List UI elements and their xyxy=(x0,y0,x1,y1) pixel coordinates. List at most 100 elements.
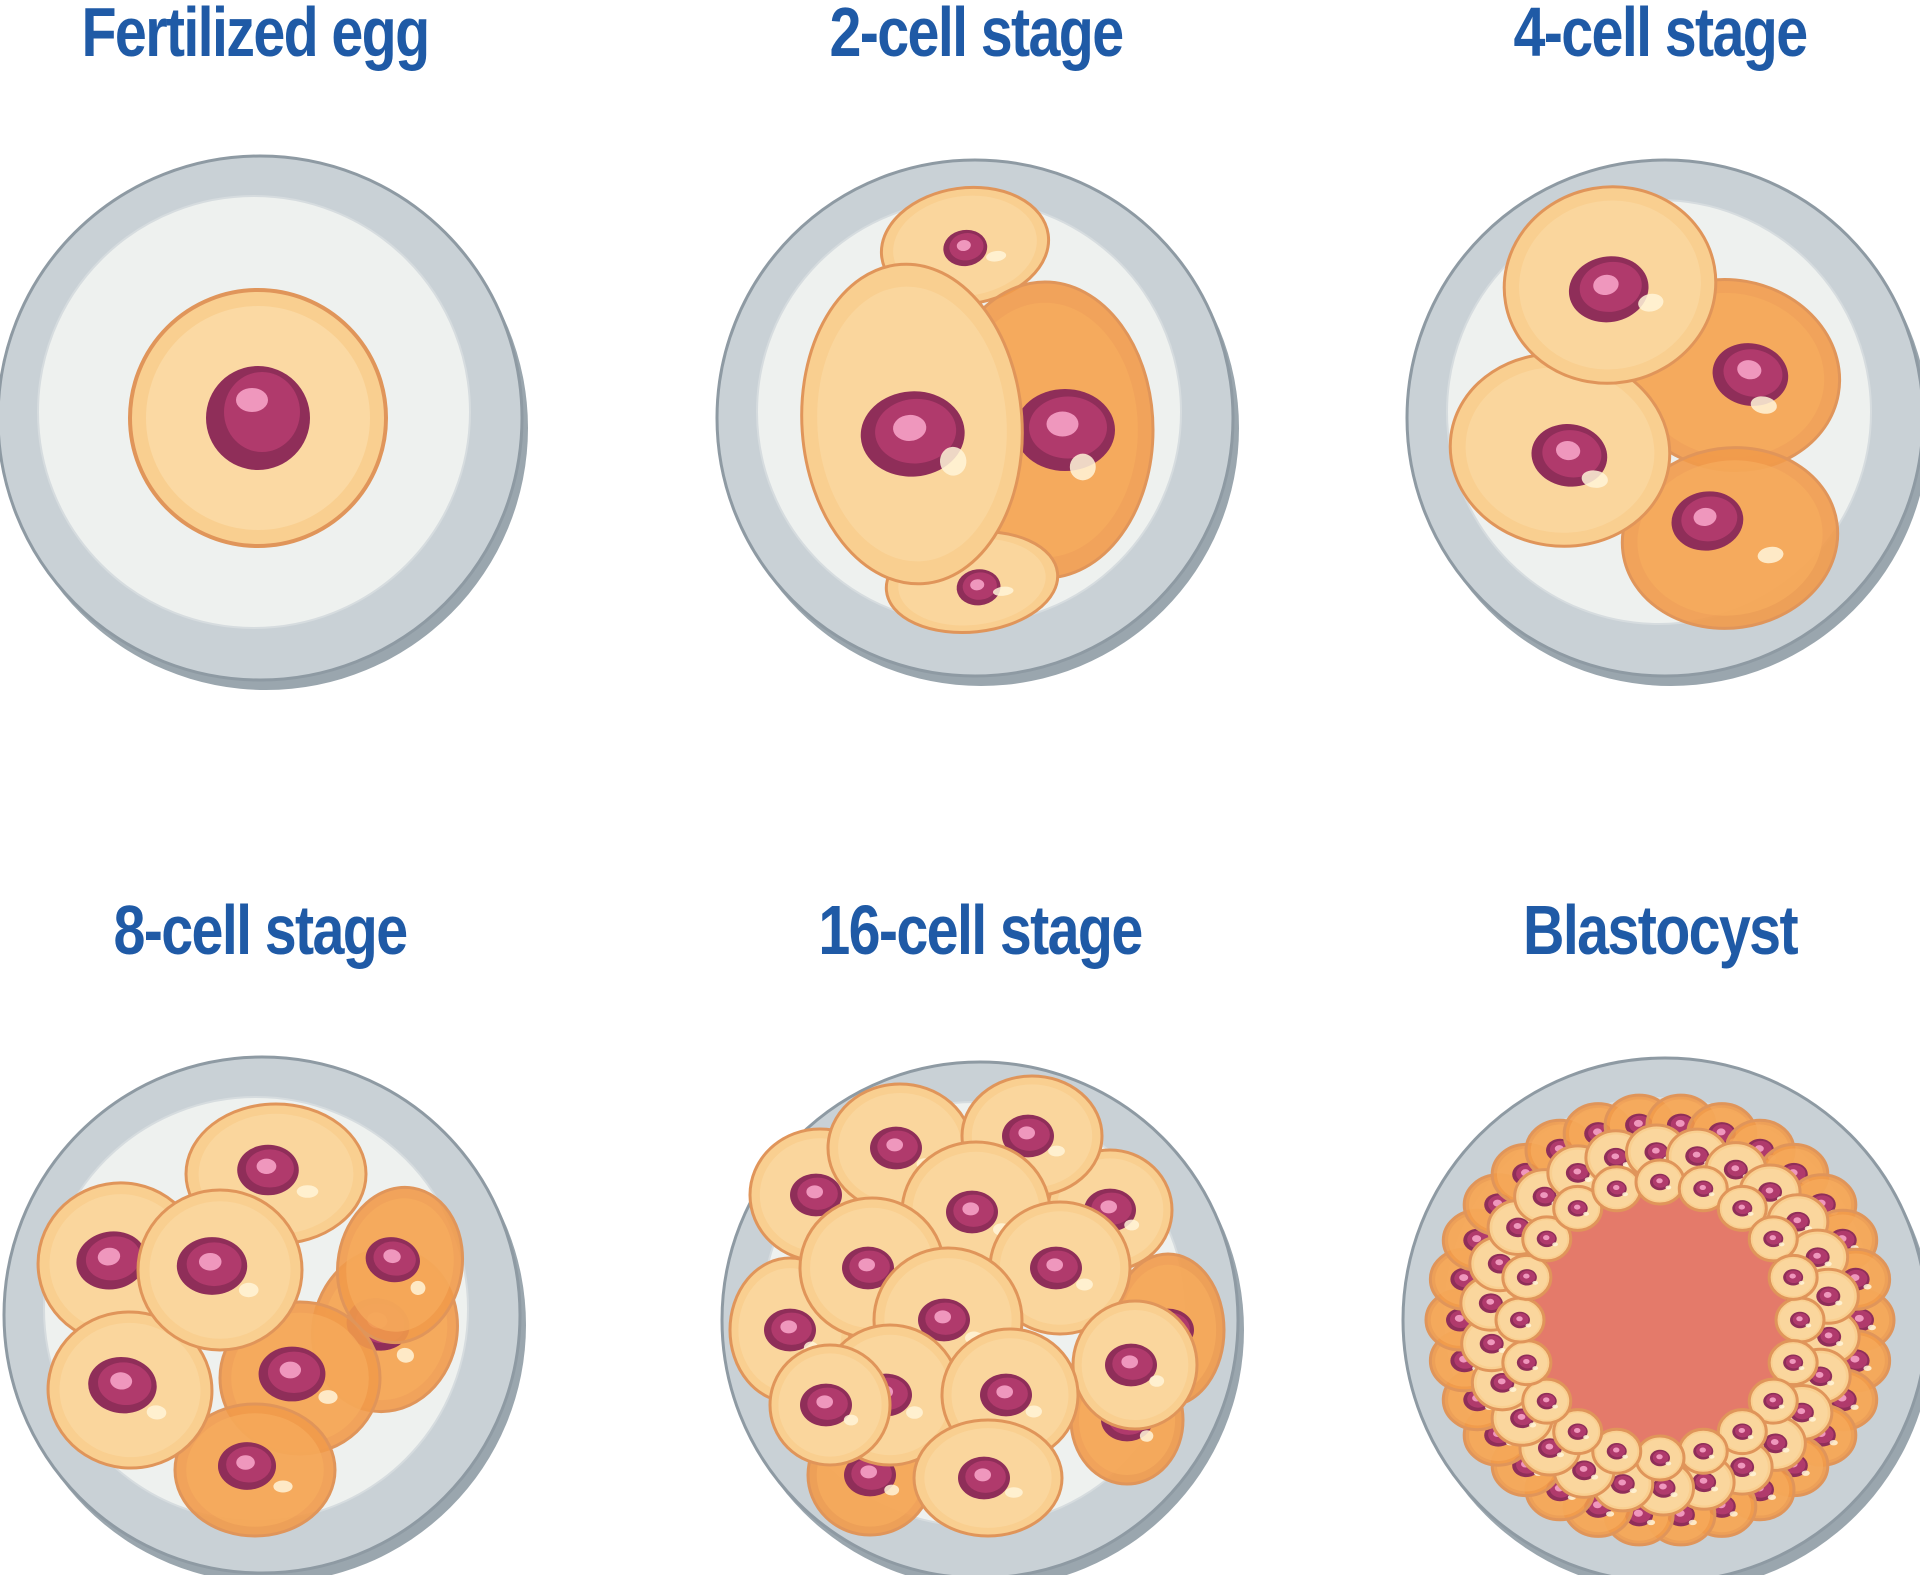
nucleolus xyxy=(956,239,971,252)
nucleolus xyxy=(1716,1128,1726,1136)
highlight xyxy=(410,1280,426,1296)
nucleolus xyxy=(1543,1235,1550,1241)
highlight xyxy=(1827,1380,1835,1386)
highlight xyxy=(318,1390,338,1404)
nucleolus xyxy=(1487,1339,1495,1346)
nucleolus xyxy=(1737,360,1762,380)
embryo-4-cell xyxy=(1405,158,1920,686)
nucleolus xyxy=(1699,1447,1706,1453)
nucleolus xyxy=(1854,1314,1864,1322)
nucleolus xyxy=(1523,1358,1530,1364)
nucleolus xyxy=(256,1158,277,1175)
nucleolus xyxy=(1797,1408,1806,1415)
trophoblast-cell xyxy=(1521,1215,1573,1263)
nucleolus xyxy=(1516,1316,1523,1322)
highlight xyxy=(1076,1278,1093,1291)
blastomere xyxy=(173,1402,337,1538)
highlight xyxy=(1525,1323,1532,1328)
stage-title-16-cell: 16-cell stage xyxy=(818,891,1143,969)
blastomere xyxy=(1071,1299,1199,1431)
blastomere xyxy=(335,1185,465,1345)
highlight xyxy=(906,1406,923,1419)
nucleolus xyxy=(1517,1413,1526,1420)
nucleolus xyxy=(1699,1477,1708,1484)
nucleolus xyxy=(1495,1259,1504,1266)
highlight xyxy=(1591,1474,1599,1480)
highlight xyxy=(1509,1387,1517,1393)
highlight xyxy=(1622,1454,1629,1459)
trophoblast-cell xyxy=(1716,1184,1768,1232)
nucleolus xyxy=(110,1372,133,1390)
nucleolus xyxy=(1699,1185,1706,1191)
nucleolus xyxy=(383,1249,401,1264)
nucleolus xyxy=(1633,1119,1643,1127)
highlight xyxy=(986,250,1007,262)
nucleolus xyxy=(1497,1378,1506,1385)
highlight xyxy=(1708,1454,1715,1459)
nucleolus xyxy=(279,1361,302,1379)
blastomere xyxy=(912,1418,1064,1538)
nucleolus xyxy=(97,1247,121,1266)
zygote xyxy=(128,288,388,548)
highlight xyxy=(273,1480,293,1493)
highlight xyxy=(992,586,1014,596)
trophoblast-cell xyxy=(1501,1253,1553,1301)
nucleolus xyxy=(1613,1447,1620,1453)
highlight xyxy=(1750,396,1777,414)
nucleolus xyxy=(893,414,927,441)
blastomere xyxy=(1448,352,1672,548)
nucleolus xyxy=(1765,1187,1774,1194)
nucleolus xyxy=(1692,1151,1701,1158)
nucleolus xyxy=(858,1258,876,1272)
nucleolus xyxy=(1472,1235,1482,1243)
blastomere xyxy=(46,1310,214,1470)
trophoblast-cell xyxy=(1767,1339,1819,1387)
nucleolus xyxy=(1454,1314,1464,1322)
highlight xyxy=(1708,1192,1715,1197)
embryo-16-cell xyxy=(720,1060,1244,1575)
highlight xyxy=(1711,1486,1719,1492)
highlight xyxy=(1798,1366,1805,1371)
highlight xyxy=(1583,1211,1589,1216)
embryo-8-cell xyxy=(2,1055,526,1575)
highlight xyxy=(1149,1375,1165,1387)
highlight xyxy=(1606,1511,1615,1517)
blastocoel xyxy=(1532,1194,1788,1450)
nucleolus xyxy=(1823,1291,1832,1298)
trophoblast-middle xyxy=(1459,1123,1861,1517)
nucleolus xyxy=(1675,1119,1685,1127)
nucleolus xyxy=(1738,1204,1745,1210)
highlight xyxy=(939,446,967,476)
trophoblast-cell xyxy=(1767,1253,1819,1301)
highlight xyxy=(884,1484,900,1496)
nucleolus xyxy=(1046,1258,1064,1272)
nucleolus xyxy=(934,1310,952,1324)
highlight xyxy=(1688,1519,1697,1526)
nucleolus xyxy=(1100,1200,1118,1214)
highlight xyxy=(1552,1242,1559,1247)
nucleolus xyxy=(1738,1427,1745,1433)
highlight xyxy=(1808,1416,1816,1422)
embryo-blastocyst xyxy=(1401,1056,1920,1575)
highlight xyxy=(1798,1280,1805,1285)
highlight xyxy=(1529,1422,1537,1428)
highlight xyxy=(1670,1492,1678,1498)
nucleolus xyxy=(1574,1204,1581,1210)
nucleolus xyxy=(1523,1273,1530,1279)
nucleolus xyxy=(1593,274,1619,296)
nucleolus xyxy=(1613,1185,1620,1191)
nucleolus xyxy=(1793,1217,1802,1224)
highlight xyxy=(1767,1494,1776,1500)
highlight xyxy=(843,1414,859,1426)
nucleolus xyxy=(1555,441,1581,461)
blastomere xyxy=(1620,446,1840,630)
highlight xyxy=(1836,1341,1844,1346)
nucleolus xyxy=(1486,1298,1495,1305)
highlight xyxy=(1829,1440,1838,1446)
highlight xyxy=(1584,1177,1592,1183)
stage-title-2-cell: 2-cell stage xyxy=(829,0,1125,71)
nucleolus xyxy=(974,1468,992,1482)
trophoblast-cell xyxy=(1552,1408,1604,1456)
trophoblast-cell xyxy=(1747,1377,1799,1425)
trophoblast-inner xyxy=(1494,1158,1826,1482)
